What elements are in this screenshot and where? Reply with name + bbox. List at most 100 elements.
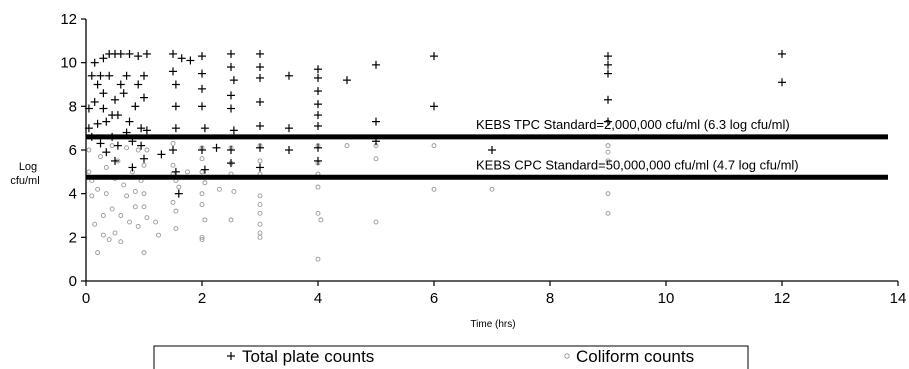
coliform-point [373,156,379,162]
tpc-point [229,126,238,135]
coliform-point [216,186,222,192]
tpc-point [116,80,125,89]
series-layer [84,49,786,262]
tpc-point [314,87,322,96]
coliform-point [156,232,161,238]
coliform-point [257,193,263,199]
tpc-point [142,49,151,58]
legend-box [153,345,749,369]
tpc-point [111,95,119,104]
coliform-point [170,140,176,146]
tpc-point [102,148,111,157]
tpc-point [314,65,322,74]
coliform-point [121,182,127,188]
coliform-point [95,186,101,192]
tpc-point [186,56,195,65]
tpc-point [200,165,209,174]
tpc-point [604,95,612,104]
tpc-point [134,52,143,61]
tpc-point [87,71,96,80]
coliform-point [315,210,321,216]
legend-marker-coliform-counts [564,353,570,359]
coliform-point [141,162,147,168]
coliform-point [257,221,263,227]
tpc-point [131,102,140,111]
coliform-point [144,215,150,221]
tpc-point [171,80,180,89]
coliform-point [185,169,190,175]
coliform-point [127,219,132,225]
x-tick-label: 8 [546,290,554,307]
coliform-point [199,202,205,208]
coliform-point [135,147,141,153]
tpc-point [96,139,105,148]
tpc-point [372,60,380,69]
coliform-point [257,230,263,236]
tpc-point [140,154,148,163]
tpc-point [227,159,235,168]
tpc-point [174,189,183,198]
coliform-point [202,180,208,186]
tpc-point [90,58,99,67]
coliform-point [141,191,147,197]
tpc-point [84,104,93,113]
tpc-point [343,76,351,85]
tpc-point [200,124,209,133]
x-tick-label: 12 [774,290,791,307]
coliform-point [257,158,263,164]
coliform-point [95,250,101,256]
tpc-point [256,163,264,172]
coliform-point [257,234,263,240]
coliform-point [153,219,159,225]
x-tick-label: 2 [198,290,206,307]
tpc-point [604,117,612,126]
tpc-point [93,119,102,128]
series-coliform-counts [86,140,611,262]
tpc-point [198,84,206,93]
tpc-point [169,146,177,154]
tpc-point [111,156,119,165]
coliform-point [118,239,124,245]
coliform-point [109,206,115,212]
tpc-point [169,67,177,76]
tpc-point [137,141,146,150]
series-total-plate-counts [84,49,786,198]
tpc-point [122,71,131,80]
tpc-point [314,143,322,152]
tpc-point [227,91,235,100]
coliform-point [141,250,147,256]
tpc-point [285,124,293,133]
coliform-point [132,189,138,194]
coliform-point [100,213,106,218]
tpc-point [198,52,206,61]
tpc-point [113,141,122,150]
tpc-point [99,89,108,98]
tpc-point [171,124,180,133]
coliform-point [124,193,130,199]
coliform-point [173,208,179,214]
coliform-point [176,184,182,190]
x-tick-label: 6 [430,290,438,307]
y-axis-label-line-1: Log [19,161,37,173]
coliform-point [605,210,611,216]
tpc-point [99,54,108,63]
tpc-point [314,73,322,82]
coliform-point [132,204,138,210]
legend-marker-total-plate-counts [227,352,235,360]
tpc-point [93,80,102,89]
y-axis-label-line-2: cfu/ml [10,175,39,187]
tpc-point [134,80,143,89]
tpc-point [604,69,612,78]
tpc-point [229,76,238,85]
x-tick-label: 4 [314,290,322,307]
tpc-point [256,121,264,130]
coliform-point [202,217,208,223]
x-tick-label: 14 [890,290,907,307]
tpc-point [113,111,122,120]
tpc-point [604,52,612,61]
tpc-point [90,97,99,106]
y-tick-label: 2 [69,229,77,246]
coliform-point [100,232,106,238]
x-tick-label: 10 [658,290,675,307]
tpc-point [227,49,235,58]
